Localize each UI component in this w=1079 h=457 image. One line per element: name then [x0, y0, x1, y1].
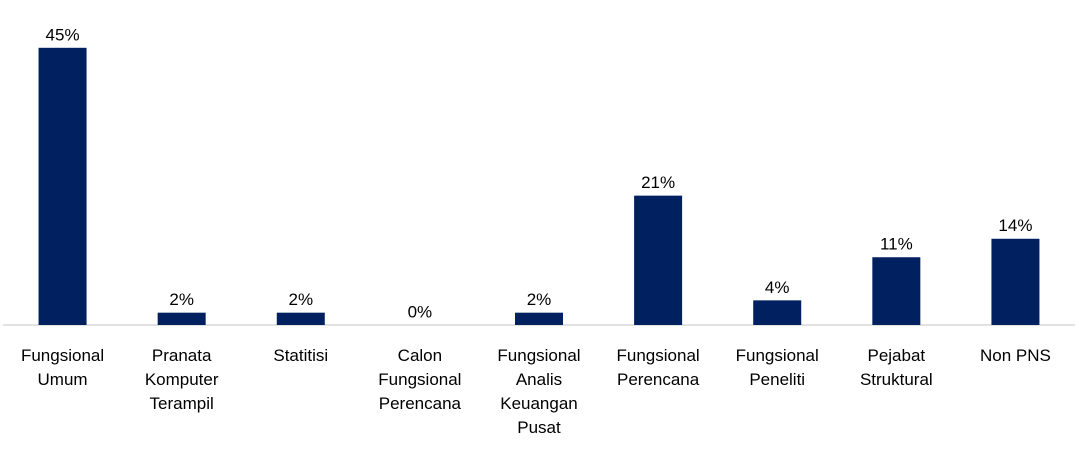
bar	[157, 312, 206, 325]
x-tick-label: Pejabat Struktural	[860, 346, 933, 389]
bar	[872, 257, 921, 325]
value-label: 2%	[169, 290, 194, 309]
value-label: 2%	[288, 290, 313, 309]
x-tick-label: Pranata Komputer Terampil	[145, 346, 219, 413]
x-tick-label: Fungsional Analis Keuangan Pusat	[497, 346, 580, 437]
x-tick-label: Fungsional Perencana	[617, 346, 700, 389]
bar	[634, 195, 683, 325]
value-label: 45%	[46, 25, 80, 44]
bar	[991, 238, 1040, 325]
x-tick-label: Fungsional Peneliti	[736, 346, 819, 389]
value-label: 4%	[765, 278, 790, 297]
x-tick-label: Calon Fungsional Perencana	[378, 346, 461, 413]
value-label: 14%	[998, 216, 1032, 235]
value-label: 0%	[408, 302, 433, 321]
value-label: 21%	[641, 173, 675, 192]
bar	[515, 312, 563, 325]
bar	[276, 312, 325, 325]
x-tick-label: Fungsional Umum	[21, 346, 104, 389]
bar	[38, 47, 87, 326]
x-tick-label: Statitisi	[273, 346, 328, 365]
bar	[753, 300, 802, 325]
x-tick-label: Non PNS	[980, 346, 1051, 365]
value-label: 11%	[880, 235, 913, 254]
value-label: 2%	[527, 290, 552, 309]
